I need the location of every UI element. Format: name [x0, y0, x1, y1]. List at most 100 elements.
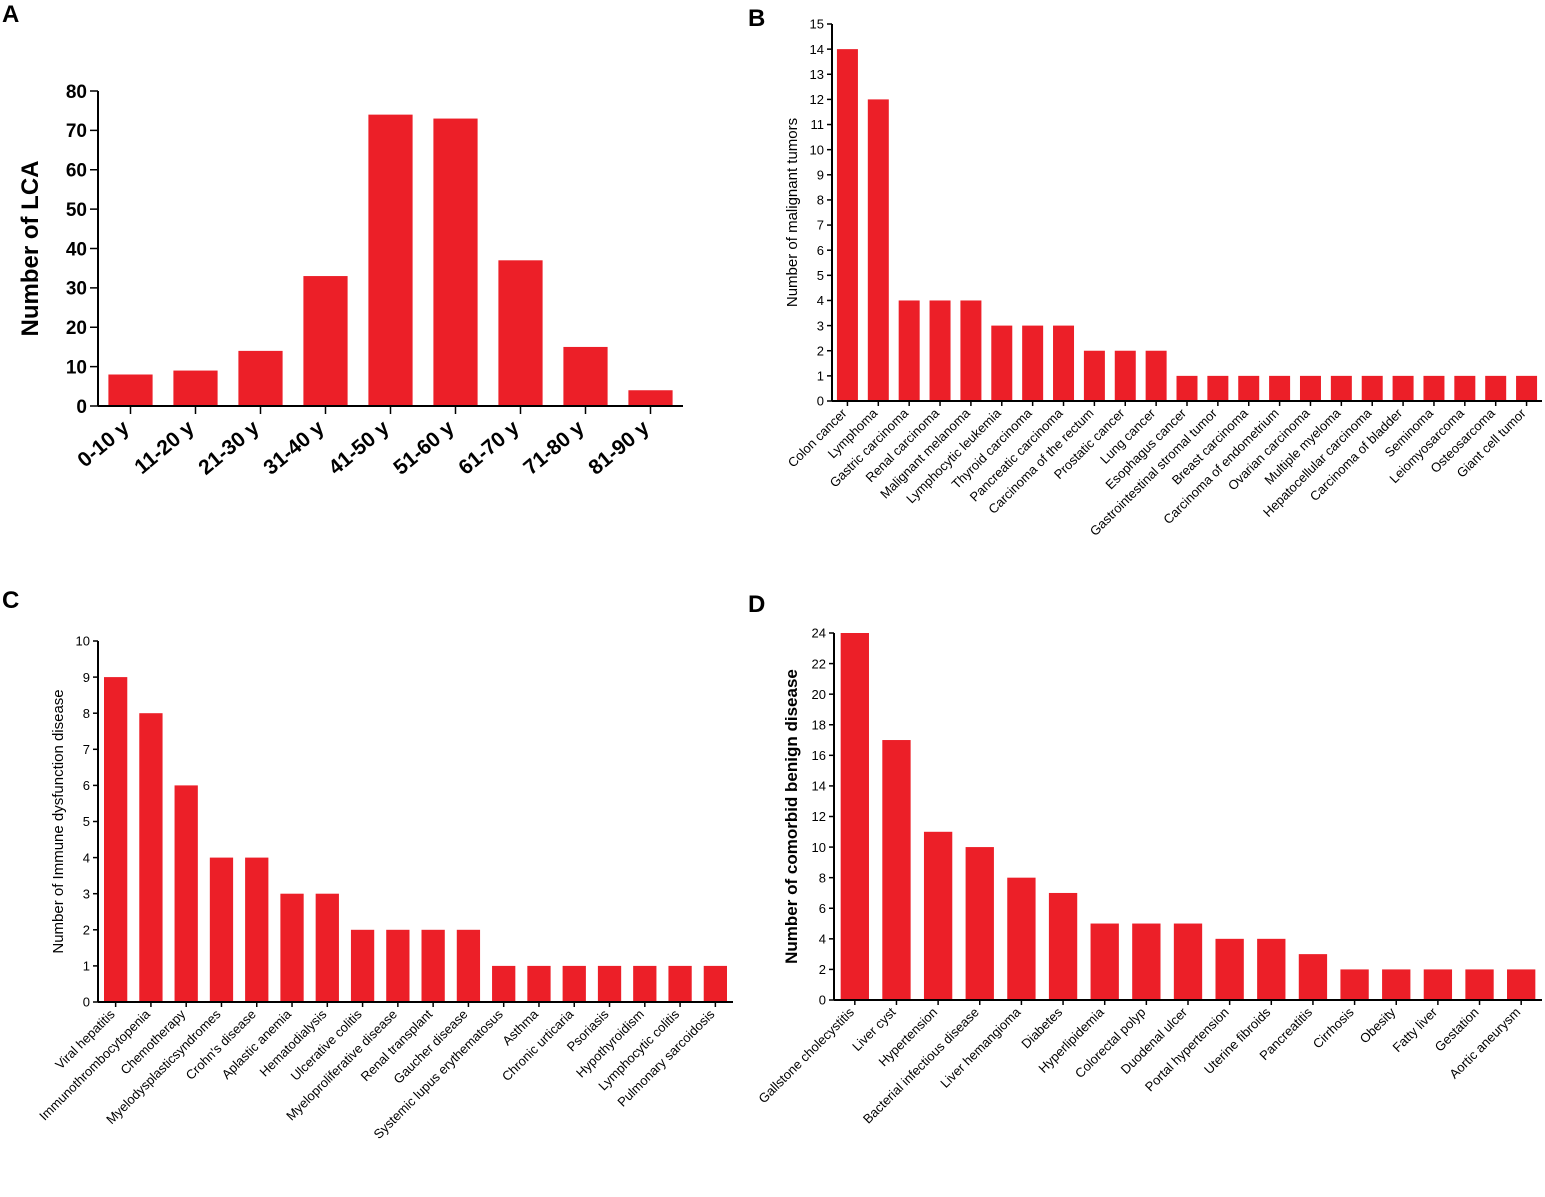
y-tick-label-d-22: 22	[812, 656, 826, 671]
y-tick-label-c-0: 0	[83, 995, 90, 1010]
x-tick-label-a-2: 11-20 y	[130, 416, 199, 479]
y-tick-label-d-16: 16	[812, 748, 826, 763]
y-tick-label-a-50: 50	[66, 200, 87, 221]
y-tick-label-b-10: 10	[810, 142, 824, 157]
bar-b-18	[1361, 375, 1383, 401]
bar-c-4	[209, 857, 234, 1002]
y-tick-label-b-0: 0	[817, 394, 824, 409]
bar-c-1	[104, 677, 128, 1002]
bar-d-17	[1507, 969, 1536, 1000]
y-tick-label-c-7: 7	[83, 742, 90, 757]
bar-b-20	[1423, 375, 1445, 401]
y-tick-label-d-12: 12	[812, 809, 826, 824]
bar-d-11	[1257, 938, 1286, 1000]
bar-b-19	[1392, 375, 1414, 401]
y-tick-label-a-20: 20	[66, 318, 87, 339]
bar-c-2	[139, 713, 163, 1002]
bar-c-8	[350, 929, 375, 1002]
y-tick-label-d-10: 10	[812, 840, 826, 855]
y-tick-label-d-6: 6	[819, 901, 826, 916]
bar-d-15	[1423, 969, 1453, 1000]
bar-b-22	[1485, 375, 1507, 401]
y-tick-label-d-14: 14	[812, 779, 826, 794]
y-axis-title-b: Number of malignant tumors	[784, 118, 801, 307]
x-tick-label-a-4: 31-40 y	[259, 416, 329, 480]
x-tick-label-d-1: Gallstone cholecystitis	[755, 1004, 857, 1106]
bar-b-5	[960, 300, 982, 401]
bar-a-9	[628, 390, 673, 406]
bar-a-8	[563, 346, 608, 406]
bar-a-7	[498, 260, 543, 406]
bar-b-23	[1516, 375, 1538, 401]
bar-b-21	[1454, 375, 1476, 401]
x-tick-label-a-5: 41-50 y	[324, 416, 394, 480]
y-tick-label-b-6: 6	[817, 243, 824, 258]
panel-letter-b: B	[748, 5, 765, 32]
x-tick-label-d-13: Cirrhosis	[1310, 1004, 1357, 1051]
y-tick-label-c-8: 8	[83, 706, 90, 721]
x-tick-label-d-14: Obesity	[1357, 1004, 1399, 1046]
y-tick-label-a-60: 60	[66, 161, 87, 182]
y-axis-title-c: Number of Immune dysfunction disease	[50, 689, 67, 953]
bar-c-13	[527, 965, 551, 1002]
y-tick-label-c-4: 4	[83, 850, 90, 865]
x-tick-label-d-15: Fatty liver	[1390, 1004, 1441, 1055]
bar-a-6	[433, 118, 478, 406]
y-tick-label-b-15: 15	[810, 17, 824, 32]
bar-d-6	[1048, 892, 1078, 1000]
y-tick-label-b-4: 4	[817, 293, 824, 308]
y-tick-label-b-12: 12	[810, 92, 824, 107]
y-tick-label-b-7: 7	[817, 218, 824, 233]
bar-d-7	[1090, 923, 1119, 1000]
x-tick-label-d-5: Liver hemangioma	[937, 1004, 1024, 1091]
x-tick-label-c-12: Systemic lupus erythematosus	[371, 1006, 507, 1142]
bar-c-5	[245, 857, 269, 1002]
y-tick-label-a-30: 30	[66, 279, 87, 300]
bar-c-6	[280, 893, 304, 1002]
bar-b-8	[1053, 325, 1075, 401]
bar-b-17	[1330, 375, 1352, 401]
x-tick-label-a-9: 81-90 y	[584, 416, 654, 480]
y-tick-label-c-5: 5	[83, 814, 90, 829]
bar-b-9	[1083, 350, 1105, 401]
y-tick-label-b-8: 8	[817, 193, 824, 208]
y-tick-label-a-70: 70	[66, 121, 87, 142]
y-tick-label-d-20: 20	[812, 687, 826, 702]
bar-c-3	[174, 785, 198, 1002]
bar-a-5	[368, 114, 413, 407]
x-tick-label-a-1: 0-10 y	[73, 416, 134, 472]
y-tick-label-d-8: 8	[819, 870, 826, 885]
bar-d-14	[1382, 969, 1411, 1000]
bar-d-9	[1173, 923, 1203, 1000]
x-tick-label-d-17: Aortic aneurysm	[1446, 1005, 1523, 1082]
panel-a: A 0 10 20 30 40 50 60 70 80 0-10 y11-20 y21-30 y3…	[2, 1, 683, 480]
bar-d-1	[840, 633, 869, 1000]
x-tick-label-a-7: 61-70 y	[454, 416, 524, 480]
bar-d-12	[1298, 954, 1328, 1001]
x-tick-label-c-1: Viral hepatitis	[52, 1006, 118, 1072]
y-tick-label-c-1: 1	[83, 959, 90, 974]
y-tick-label-a-80: 80	[66, 82, 87, 103]
bar-b-4	[929, 300, 951, 401]
y-tick-label-b-9: 9	[817, 167, 824, 182]
bar-c-9	[386, 929, 410, 1002]
y-tick-label-c-10: 10	[76, 634, 90, 649]
y-tick-label-d-2: 2	[819, 962, 826, 977]
bar-b-10	[1114, 350, 1136, 401]
y-tick-label-b-14: 14	[810, 42, 824, 57]
panel-letter-a: A	[2, 1, 19, 28]
bar-a-4	[303, 276, 348, 406]
bar-b-3	[898, 300, 920, 401]
bar-d-4	[965, 847, 994, 1000]
y-tick-label-b-11: 11	[811, 117, 825, 132]
bar-a-1	[108, 374, 153, 406]
bar-c-16	[633, 965, 657, 1002]
bar-c-12	[492, 965, 516, 1002]
bar-c-14	[562, 965, 586, 1002]
bar-b-2	[867, 99, 889, 402]
y-tick-label-b-13: 13	[810, 67, 824, 82]
y-axis-title-d: Number of comorbid benign disease	[782, 669, 801, 964]
